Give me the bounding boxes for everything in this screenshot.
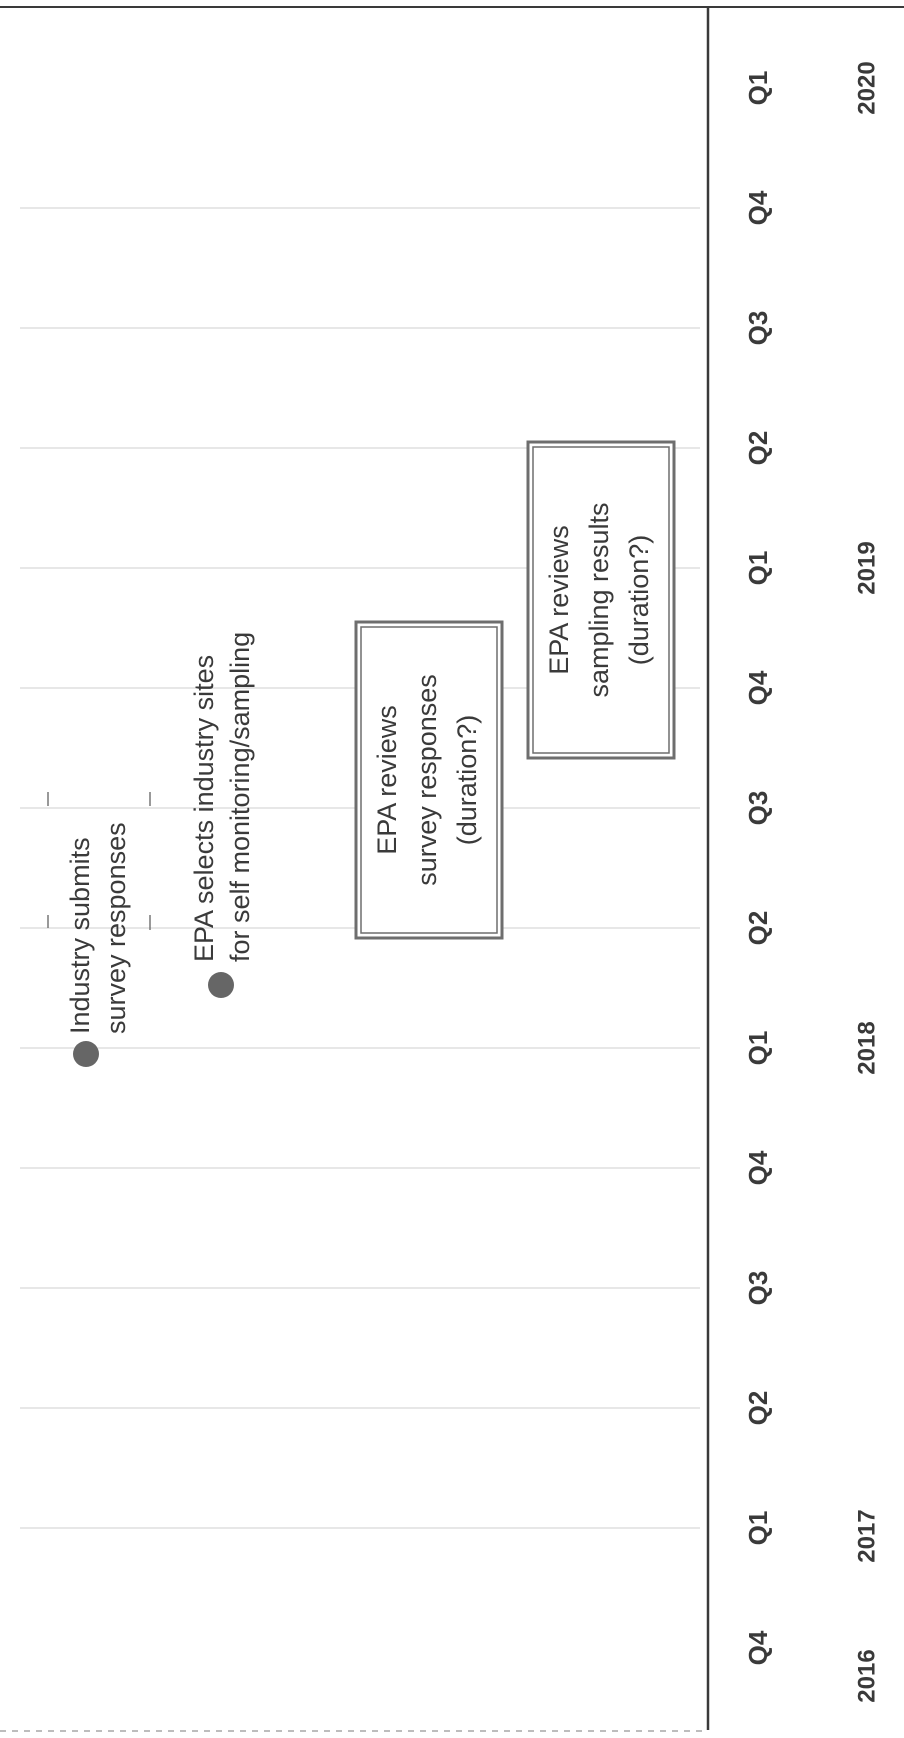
activity-text-line: sampling results (584, 502, 614, 697)
quarter-label: Q4 (743, 190, 773, 225)
quarter-label: Q2 (743, 431, 773, 466)
box-inner-border (532, 446, 670, 754)
quarter-label: Q3 (743, 791, 773, 826)
box-inner-border (360, 626, 498, 934)
activity-text-line: survey responses (412, 674, 442, 886)
quarter-label: Q1 (743, 551, 773, 586)
year-label: 2018 (853, 1021, 880, 1074)
epa-reviews-sampling-box: EPA reviews sampling results (duration?) (526, 440, 676, 760)
activity-text-line: EPA reviews (372, 705, 402, 855)
box-outer-border (354, 620, 504, 940)
industry-submits-milestone: Industry submits survey responses (65, 822, 131, 1067)
milestone-text-line: for self monitoring/sampling (225, 632, 255, 962)
milestone-text-line: EPA selects industry sites (189, 655, 219, 962)
quarter-label: Q3 (743, 311, 773, 346)
quarter-label: Q1 (743, 1511, 773, 1546)
quarter-label: Q4 (743, 670, 773, 705)
epa-reviews-survey-box: EPA reviews survey responses (duration?) (354, 620, 504, 940)
activity-text-line: EPA reviews (544, 525, 574, 675)
year-label: 2020 (853, 61, 880, 114)
milestone-marker-icon (73, 1041, 99, 1067)
quarter-label: Q4 (743, 1630, 773, 1665)
milestone-text-line: survey responses (101, 822, 131, 1034)
activity-text-line: (duration?) (452, 715, 482, 846)
epa-selects-sites-milestone: EPA selects industry sites for self monit… (189, 632, 255, 998)
year-label: 2016 (853, 1649, 880, 1702)
quarter-label: Q4 (743, 1150, 773, 1185)
year-label: 2017 (853, 1509, 880, 1562)
quarter-label: Q1 (743, 71, 773, 106)
milestone-marker-icon (208, 972, 234, 998)
quarter-label: Q2 (743, 911, 773, 946)
quarter-label: Q3 (743, 1271, 773, 1306)
timeline-content: Q4 2016 Q1 2017 Q2 Q3 Q4 Q1 2018 Q2 Q3 Q4 Q1 2019 Q2 Q3… (47, 61, 880, 1703)
box-outer-border (526, 440, 676, 760)
activity-text-line: (duration?) (624, 535, 654, 666)
milestone-text-line: Industry submits (65, 837, 95, 1034)
quarter-label: Q2 (743, 1391, 773, 1426)
year-label: 2019 (853, 541, 880, 594)
quarter-label: Q1 (743, 1031, 773, 1066)
